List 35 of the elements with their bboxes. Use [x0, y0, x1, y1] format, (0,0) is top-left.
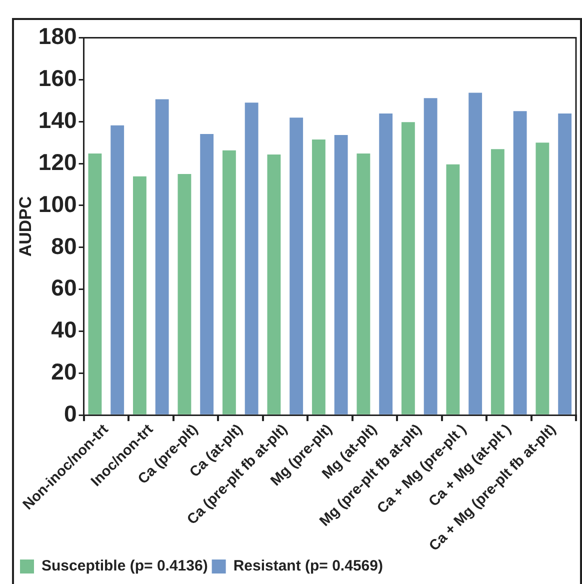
bar — [222, 150, 236, 414]
bar — [155, 99, 169, 414]
bar — [490, 149, 504, 414]
bar — [536, 142, 550, 414]
y-tick-label: 140 — [38, 106, 77, 133]
y-tick-label: 180 — [38, 23, 77, 50]
y-tick-label: 100 — [38, 190, 77, 217]
y-tick-label: 20 — [51, 358, 77, 385]
bar — [200, 134, 214, 414]
y-tick-label: 120 — [38, 148, 77, 175]
legend-label: Resistant (p= 0.4569) — [233, 558, 383, 575]
bar — [401, 122, 415, 414]
bar — [356, 154, 370, 414]
y-axis-title: AUDPC — [16, 196, 35, 257]
y-tick-label: 40 — [51, 316, 77, 343]
bar — [334, 135, 348, 414]
bar — [558, 113, 572, 414]
bar — [513, 111, 527, 414]
y-tick-label: 80 — [51, 232, 77, 259]
y-tick-label: 0 — [64, 400, 77, 426]
bar — [312, 139, 326, 414]
bar — [244, 102, 258, 414]
bar — [446, 164, 460, 414]
bar — [424, 98, 438, 414]
bar — [379, 113, 393, 414]
bar — [132, 176, 146, 414]
y-tick-label: 160 — [38, 65, 77, 92]
bar — [178, 174, 192, 414]
legend-label: Susceptible (p= 0.4136) — [42, 558, 208, 575]
bar — [110, 125, 124, 414]
bar — [267, 154, 281, 414]
bar — [290, 118, 304, 414]
bar — [88, 154, 102, 414]
bar — [468, 92, 482, 414]
y-tick-label: 60 — [51, 274, 77, 301]
